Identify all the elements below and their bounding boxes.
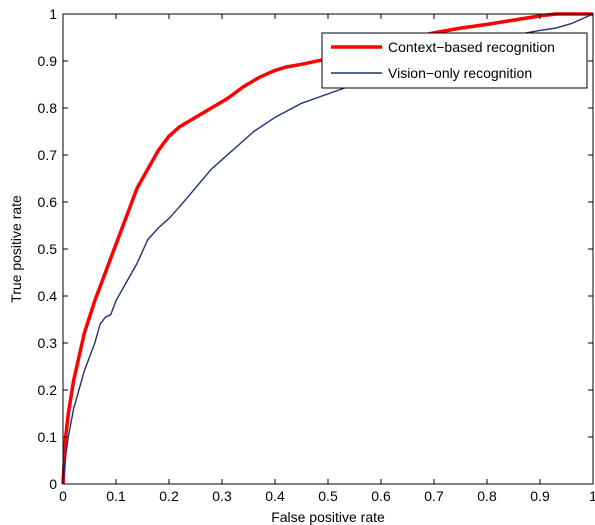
x-tick-label: 0.1 xyxy=(106,488,126,504)
y-tick-label: 0.6 xyxy=(38,194,58,210)
legend-label-vision: Vision−only recognition xyxy=(388,65,532,81)
x-tick-label: 1 xyxy=(589,488,595,504)
y-tick-label: 0.7 xyxy=(38,147,58,163)
x-tick-label: 0 xyxy=(59,488,67,504)
y-tick-label: 0.1 xyxy=(38,429,58,445)
axes-layer: 0 0.1 0.2 0.3 0.4 0.5 0.6 0.7 0.8 0.9 1 0 0.1 0.2 0.3 0… xyxy=(38,6,595,504)
y-tick-label: 0.5 xyxy=(38,241,58,257)
x-tick-label: 0.2 xyxy=(159,488,179,504)
y-tick-label: 0.9 xyxy=(38,53,58,69)
y-tick-label: 0.8 xyxy=(38,100,58,116)
y-tick-label: 1 xyxy=(49,6,57,22)
legend: Context−based recognition Vision−only re… xyxy=(321,32,588,89)
y-tick-label: 0.2 xyxy=(38,382,58,398)
x-tick-label: 0.3 xyxy=(212,488,232,504)
y-tick-label: 0.3 xyxy=(38,335,58,351)
x-tick-label: 0.6 xyxy=(371,488,391,504)
x-tick-label: 0.5 xyxy=(318,488,338,504)
series-line-0 xyxy=(61,12,593,485)
legend-box xyxy=(321,32,588,89)
x-tick-label: 0.9 xyxy=(530,488,550,504)
x-tick-label: 0.8 xyxy=(477,488,497,504)
x-tick-label: 0.7 xyxy=(424,488,444,504)
y-axis-label: True positive rate xyxy=(8,195,24,303)
x-tick-label: 0.4 xyxy=(265,488,285,504)
y-tick-label: 0.4 xyxy=(38,288,58,304)
x-axis-label: False positive rate xyxy=(271,509,385,525)
legend-label-context: Context−based recognition xyxy=(388,39,555,55)
y-tick-label: 0 xyxy=(49,476,57,492)
